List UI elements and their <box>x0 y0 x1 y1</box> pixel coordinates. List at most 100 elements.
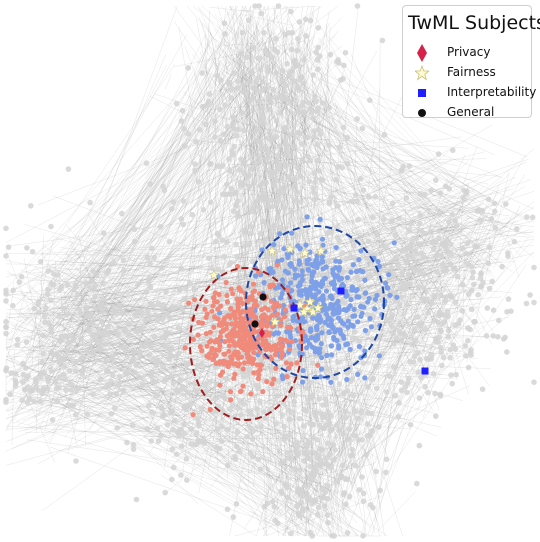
background-node <box>437 344 444 351</box>
background-node <box>288 8 294 15</box>
background-node <box>246 367 253 374</box>
background-node <box>531 379 537 386</box>
fairness-node <box>298 306 310 317</box>
background-node <box>292 466 298 473</box>
background-node <box>18 273 25 280</box>
interpretability-node <box>328 343 335 349</box>
interpretability-node <box>279 291 285 297</box>
background-node <box>343 414 349 421</box>
background-node <box>301 57 307 63</box>
background-node <box>472 318 478 325</box>
background-node <box>230 208 237 214</box>
background-node <box>339 164 346 171</box>
privacy-node <box>232 351 238 357</box>
background-node <box>270 498 276 505</box>
privacy-node <box>249 360 256 367</box>
background-node <box>50 282 57 288</box>
circle-icon <box>418 109 426 117</box>
background-node <box>386 373 393 380</box>
privacy-node <box>285 324 291 330</box>
interpretability-node <box>291 313 297 319</box>
background-node <box>282 262 288 268</box>
background-node <box>369 336 376 342</box>
background-node <box>425 389 431 396</box>
background-node <box>126 331 132 338</box>
background-node <box>172 417 178 424</box>
background-node <box>42 305 49 311</box>
background-node <box>50 271 57 277</box>
background-node <box>222 395 228 401</box>
background-node <box>238 51 245 57</box>
background-node <box>119 310 125 316</box>
background-node <box>438 321 445 327</box>
background-node <box>322 414 328 420</box>
background-node <box>200 207 207 213</box>
background-node <box>50 351 57 358</box>
background-node <box>189 212 196 218</box>
interpretability-node <box>341 335 347 341</box>
background-node <box>102 328 109 335</box>
background-node <box>26 395 33 402</box>
background-node <box>175 430 181 436</box>
background-node <box>430 371 437 377</box>
background-node <box>236 448 242 454</box>
interpretability-node <box>280 277 286 283</box>
background-node <box>41 313 48 320</box>
background-node <box>294 84 301 90</box>
privacy-node <box>252 329 258 335</box>
background-node <box>157 224 164 230</box>
background-node <box>130 441 137 448</box>
background-node <box>464 240 471 246</box>
background-node <box>389 200 396 206</box>
background-node <box>257 356 263 362</box>
background-node <box>428 187 434 194</box>
background-node <box>275 166 282 173</box>
background-node <box>399 270 405 276</box>
interpretability-node <box>344 376 350 383</box>
background-node <box>67 402 74 409</box>
privacy-node <box>206 351 213 357</box>
background-node <box>170 199 177 205</box>
background-node <box>193 431 199 437</box>
background-node <box>233 202 239 208</box>
privacy-node <box>254 302 260 309</box>
background-node <box>440 354 447 361</box>
background-node <box>459 281 466 288</box>
background-node <box>307 157 314 164</box>
interpretability-node <box>323 288 330 294</box>
background-node <box>379 37 386 44</box>
background-node <box>154 425 161 432</box>
background-node <box>463 250 470 257</box>
background-node <box>171 464 177 471</box>
privacy-node <box>232 371 238 377</box>
background-node <box>55 272 61 278</box>
interpretability-node <box>319 355 325 361</box>
background-node <box>406 227 413 233</box>
privacy-node <box>278 322 284 328</box>
background-node <box>314 455 320 462</box>
background-node <box>270 255 277 261</box>
background-node <box>241 374 247 380</box>
background-node <box>154 392 161 399</box>
background-node <box>404 281 411 287</box>
privacy-node <box>244 351 250 357</box>
interpretability-node <box>289 230 295 236</box>
background-node <box>310 472 317 479</box>
background-node <box>64 281 71 288</box>
background-node <box>384 389 390 395</box>
privacy-node <box>229 328 235 334</box>
background-node <box>307 379 313 386</box>
privacy-node <box>246 359 252 365</box>
background-node <box>124 439 130 446</box>
background-node <box>278 185 285 192</box>
background-node <box>196 127 203 133</box>
interpretability-node <box>314 346 320 352</box>
background-node <box>434 269 441 276</box>
background-node <box>489 278 496 285</box>
background-node <box>248 69 255 75</box>
privacy-node <box>203 298 209 304</box>
background-node <box>396 321 402 328</box>
background-node <box>105 323 112 330</box>
background-node <box>188 441 194 447</box>
background-node <box>106 382 112 388</box>
